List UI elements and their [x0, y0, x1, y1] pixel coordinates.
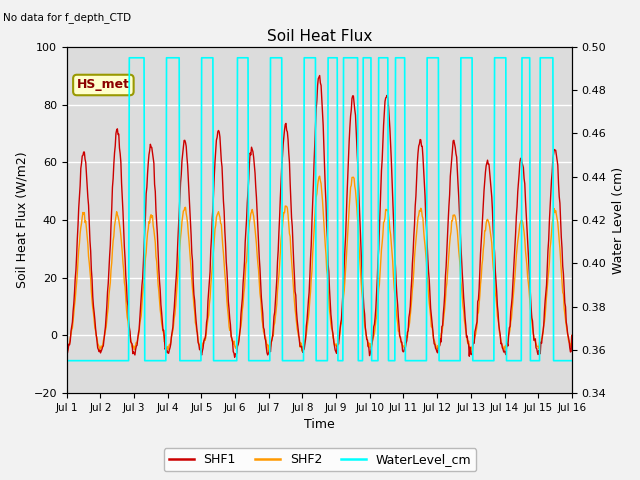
- Y-axis label: Water Level (cm): Water Level (cm): [612, 167, 625, 274]
- Text: HS_met: HS_met: [77, 79, 130, 92]
- Legend: SHF1, SHF2, WaterLevel_cm: SHF1, SHF2, WaterLevel_cm: [164, 448, 476, 471]
- Y-axis label: Soil Heat Flux (W/m2): Soil Heat Flux (W/m2): [15, 152, 28, 288]
- Title: Soil Heat Flux: Soil Heat Flux: [267, 29, 372, 44]
- X-axis label: Time: Time: [304, 419, 335, 432]
- Text: No data for f_depth_CTD: No data for f_depth_CTD: [3, 12, 131, 23]
